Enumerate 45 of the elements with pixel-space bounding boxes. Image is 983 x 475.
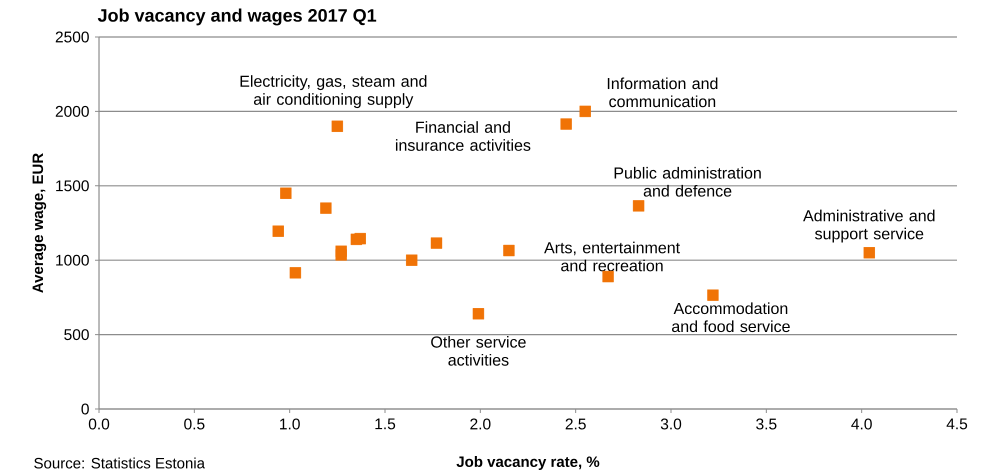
point — [354, 232, 366, 244]
y-tick-label: 1000 — [56, 254, 89, 266]
annotation: Accommodation and food service — [672, 302, 790, 332]
point — [560, 118, 572, 130]
point — [632, 200, 644, 212]
annotation: Other service activities — [431, 336, 526, 366]
x-tick-label: 4.5 — [946, 418, 968, 430]
point — [503, 244, 515, 256]
x-tick-label: 1.5 — [375, 418, 396, 430]
point — [602, 270, 614, 282]
x-tick-label: 4.0 — [851, 418, 872, 430]
point — [335, 249, 347, 261]
point — [472, 308, 484, 320]
point — [864, 246, 875, 258]
x-tick-label: 2.5 — [566, 418, 586, 430]
x-tick-label: 1.0 — [280, 418, 300, 430]
x-tick-label: 3.0 — [660, 418, 682, 430]
point — [272, 225, 284, 237]
y-tick-label: 1500 — [56, 180, 89, 192]
point — [580, 106, 591, 117]
source-note: Source: Statistics Estonia — [34, 457, 205, 468]
point — [320, 202, 332, 214]
point — [280, 187, 292, 199]
annotation: Information and communication — [608, 77, 718, 108]
y-tick-label: 2000 — [56, 106, 89, 117]
x-tick-label: 3.5 — [756, 418, 776, 430]
annotation: Electricity, gas, steam and air conditioning supply — [240, 75, 426, 108]
point — [430, 237, 442, 249]
annotation: Arts, entertainment and recreation — [544, 241, 680, 272]
point — [707, 289, 719, 301]
point — [406, 254, 418, 266]
y-tick-label: 2500 — [56, 31, 89, 42]
x-axis-title: Job vacancy rate, % — [456, 456, 600, 470]
y-tick-label: 500 — [64, 328, 89, 340]
annotation: Financial and insurance activities — [396, 121, 530, 151]
point — [290, 266, 302, 278]
x-tick-label: 0.0 — [88, 418, 110, 430]
annotation: Public administration and defence — [614, 166, 761, 197]
annotation: Administrative and support service — [803, 209, 934, 242]
chart-title: Job vacancy and wages 2017 Q1 — [98, 8, 376, 26]
y-axis-title: Average wage, EUR — [32, 153, 46, 293]
x-tick-label: 0.5 — [184, 418, 204, 430]
point — [332, 120, 344, 132]
y-tick-label: 0 — [81, 403, 89, 414]
x-tick-label: 2.0 — [470, 418, 491, 430]
